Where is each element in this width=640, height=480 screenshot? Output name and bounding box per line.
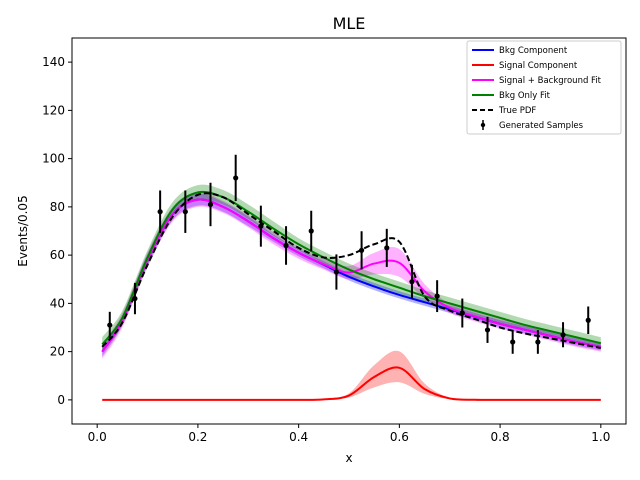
legend: Bkg Component Signal Component Signal + Ba… bbox=[466, 40, 622, 135]
chart-title: MLE bbox=[333, 14, 366, 33]
y-tick-label: 40 bbox=[50, 296, 65, 310]
sample-point bbox=[358, 247, 365, 253]
sample-point bbox=[308, 228, 314, 234]
sample-point bbox=[585, 317, 591, 323]
band-bkg-only-fit bbox=[102, 184, 601, 352]
legend-label: Generated Samples bbox=[499, 121, 584, 131]
legend-label: True PDF bbox=[498, 106, 536, 116]
sample-point bbox=[132, 295, 138, 302]
legend-label: Bkg Component bbox=[499, 46, 568, 56]
y-axis-label: Events/0.05 bbox=[16, 195, 30, 266]
sample-point bbox=[409, 279, 415, 285]
line-true-pdf bbox=[101, 192, 602, 349]
line-signal-component bbox=[102, 366, 601, 401]
x-tick-label: 0.8 bbox=[491, 430, 510, 444]
legend-label: Bkg Only Fit bbox=[499, 91, 551, 101]
sample-point bbox=[283, 242, 289, 249]
sample-point bbox=[207, 201, 214, 208]
plot-frame bbox=[71, 37, 627, 425]
sample-point bbox=[484, 327, 491, 333]
sample-point bbox=[157, 209, 163, 215]
legend-label: Signal Component bbox=[499, 61, 578, 71]
x-axis: 0.0 0.2 0.4 0.6 0.8 1.0 bbox=[88, 424, 610, 444]
line-bkg-only-fit bbox=[101, 190, 602, 346]
sample-point bbox=[434, 293, 440, 299]
sample-point bbox=[107, 322, 113, 328]
legend-swatch-marker bbox=[480, 122, 486, 128]
sample-point bbox=[510, 339, 516, 345]
sample-point bbox=[333, 269, 340, 275]
legend-label: Signal + Background Fit bbox=[499, 76, 602, 86]
generated-samples bbox=[107, 154, 591, 354]
x-axis-label: x bbox=[345, 451, 352, 465]
y-tick-label: 20 bbox=[50, 345, 65, 359]
y-tick-label: 0 bbox=[57, 393, 65, 407]
x-tick-label: 0.2 bbox=[188, 430, 207, 444]
y-tick-label: 120 bbox=[42, 103, 65, 117]
legend-frame bbox=[466, 40, 622, 135]
x-tick-label: 0.0 bbox=[88, 430, 107, 444]
x-tick-label: 0.6 bbox=[390, 430, 409, 444]
sample-point bbox=[233, 175, 239, 181]
band-bkg-component bbox=[102, 193, 601, 357]
y-axis: 0 20 40 60 80 100 120 140 bbox=[42, 55, 72, 407]
y-tick-label: 140 bbox=[42, 55, 65, 69]
sample-point bbox=[258, 223, 264, 229]
x-tick-label: 0.4 bbox=[289, 430, 308, 444]
sample-point bbox=[535, 339, 541, 345]
sample-point bbox=[459, 310, 465, 316]
x-tick-label: 1.0 bbox=[591, 430, 610, 444]
fit-lines bbox=[101, 190, 602, 401]
sample-point bbox=[182, 209, 188, 215]
y-tick-label: 80 bbox=[50, 200, 65, 214]
sample-point bbox=[384, 245, 390, 251]
sample-point bbox=[560, 332, 566, 338]
y-tick-label: 100 bbox=[42, 152, 65, 166]
y-tick-label: 60 bbox=[50, 248, 65, 262]
